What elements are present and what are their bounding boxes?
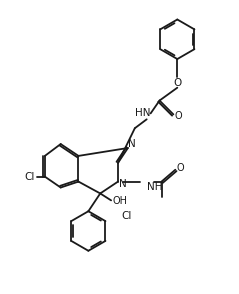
Text: O: O [174, 111, 182, 121]
Text: Cl: Cl [24, 172, 34, 182]
Text: N: N [128, 139, 136, 149]
Text: OH: OH [112, 196, 127, 206]
Text: O: O [173, 78, 181, 88]
Text: HN: HN [135, 108, 151, 118]
Text: N: N [119, 178, 127, 188]
Text: NH: NH [147, 181, 162, 191]
Text: Cl: Cl [121, 211, 131, 221]
Text: O: O [176, 163, 184, 173]
